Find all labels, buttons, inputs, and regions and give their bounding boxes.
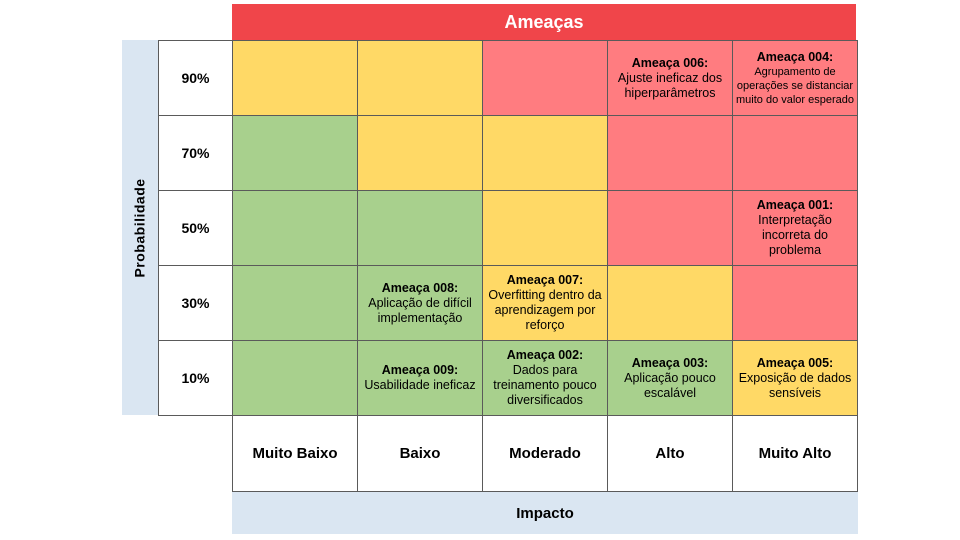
threat-title: Ameaça 005: bbox=[756, 355, 834, 370]
matrix-cell bbox=[607, 115, 733, 191]
threat-description: Aplicação de difícil implementação bbox=[368, 295, 472, 325]
threat-cell: Ameaça 003: Aplicação pouco escalável bbox=[607, 340, 733, 416]
threat-cell: Ameaça 006: Ajuste ineficaz dos hiperparâ… bbox=[607, 40, 733, 116]
probability-row-label: 50% bbox=[158, 190, 233, 266]
matrix-cell bbox=[232, 340, 358, 416]
impact-column-label: Alto bbox=[607, 415, 733, 492]
matrix-cell bbox=[607, 265, 733, 341]
threat-description: Aplicação pouco escalável bbox=[624, 370, 716, 400]
threat-cell: Ameaça 001: Interpretação incorreta do pr… bbox=[732, 190, 858, 266]
threat-description: Usabilidade ineficaz bbox=[364, 378, 476, 392]
matrix-cell bbox=[732, 265, 858, 341]
matrix-cell bbox=[357, 190, 483, 266]
threat-description: Agrupamento de operações se distanciar m… bbox=[736, 65, 855, 106]
threat-cell: Ameaça 004: Agrupamento de operações se d… bbox=[732, 40, 858, 116]
threat-description: Ajuste ineficaz dos hiperparâmetros bbox=[617, 70, 723, 100]
matrix-cell bbox=[732, 115, 858, 191]
risk-matrix: 90% 70% 50% 30% 10% Ameaça 006: Ajuste inefica… bbox=[158, 40, 858, 492]
threat-cell: Ameaça 005: Exposição de dados sensíveis bbox=[732, 340, 858, 416]
threat-title: Ameaça 006: bbox=[631, 55, 709, 70]
probability-axis: Probabilidade bbox=[122, 40, 158, 415]
probability-axis-label: Probabilidade bbox=[132, 177, 149, 278]
threat-title: Ameaça 002: bbox=[506, 348, 584, 362]
threat-description: Exposição de dados sensíveis bbox=[738, 370, 852, 400]
matrix-cell bbox=[232, 115, 358, 191]
matrix-cell bbox=[482, 40, 608, 116]
threat-cell: Ameaça 008: Aplicação de difícil implemen… bbox=[357, 265, 483, 341]
matrix-cell bbox=[607, 190, 733, 266]
matrix-cell bbox=[357, 40, 483, 116]
impact-axis-label: Impacto bbox=[232, 492, 858, 534]
matrix-cell bbox=[482, 190, 608, 266]
matrix-cell bbox=[357, 115, 483, 191]
matrix-cell bbox=[482, 115, 608, 191]
threat-title: Ameaça 008: bbox=[381, 280, 459, 295]
threat-description: Interpretação incorreta do problema bbox=[758, 213, 832, 257]
probability-row-label: 30% bbox=[158, 265, 233, 341]
threat-description: Overfitting dentro da aprendizagem por r… bbox=[488, 288, 602, 332]
threat-cell: Ameaça 007: Overfitting dentro da aprendi… bbox=[482, 265, 608, 341]
threat-title: Ameaça 001: bbox=[756, 198, 834, 212]
threat-cell: Ameaça 002: Dados para treinamento pouco … bbox=[482, 340, 608, 416]
threat-title: Ameaça 009: bbox=[381, 363, 459, 377]
impact-column-label: Muito Baixo bbox=[232, 415, 358, 492]
probability-row-label: 10% bbox=[158, 340, 233, 416]
threat-cell: Ameaça 009: Usabilidade ineficaz bbox=[357, 340, 483, 416]
impact-column-label: Baixo bbox=[357, 415, 483, 492]
threat-description: Dados para treinamento pouco diversifica… bbox=[493, 363, 597, 407]
matrix-cell bbox=[232, 40, 358, 116]
impact-column-label: Moderado bbox=[482, 415, 608, 492]
matrix-cell bbox=[232, 190, 358, 266]
threat-title: Ameaça 007: bbox=[506, 273, 584, 287]
threat-title: Ameaça 004: bbox=[756, 49, 834, 64]
impact-column-label: Muito Alto bbox=[732, 415, 858, 492]
matrix-title: Ameaças bbox=[232, 4, 856, 40]
probability-row-label: 70% bbox=[158, 115, 233, 191]
threat-title: Ameaça 003: bbox=[631, 355, 709, 370]
matrix-cell bbox=[232, 265, 358, 341]
probability-row-label: 90% bbox=[158, 40, 233, 116]
